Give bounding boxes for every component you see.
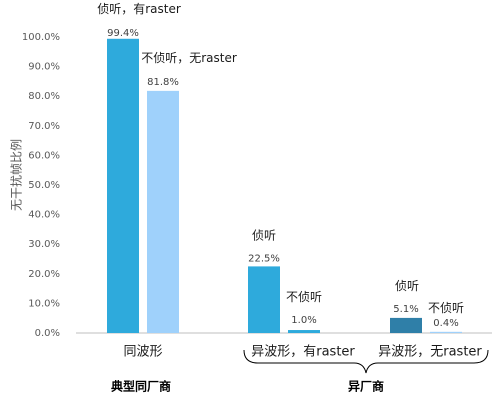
group-label: 异厂商	[348, 379, 384, 394]
bar-annotation: 侦听，有raster	[97, 2, 181, 16]
y-tick-label: 80.0%	[28, 91, 60, 102]
bar	[430, 331, 462, 333]
bar-value-label: 1.0%	[291, 315, 316, 326]
group-brace	[243, 349, 489, 374]
group-labels: 典型同厂商 异厂商	[111, 379, 384, 394]
bar	[107, 38, 139, 333]
bar-annotation: 不侦听	[428, 301, 464, 315]
y-tick-label: 40.0%	[28, 210, 60, 221]
bar-value-label: 99.4%	[107, 28, 139, 39]
y-axis-ticks: 0.0% 10.0% 20.0% 30.0% 40.0% 50.0% 60.0% 70.0% 8…	[22, 32, 60, 339]
bar	[147, 90, 179, 333]
y-tick-label: 60.0%	[28, 150, 60, 161]
category-label: 异波形，有raster	[251, 345, 355, 360]
y-tick-label: 70.0%	[28, 121, 60, 132]
bar-series	[107, 38, 462, 333]
bar-value-label: 22.5%	[248, 253, 280, 264]
y-tick-label: 10.0%	[28, 298, 60, 309]
y-tick-label: 0.0%	[35, 328, 60, 339]
bar-annotation: 不侦听，无raster	[141, 51, 237, 65]
category-label: 同波形	[123, 345, 162, 360]
bar-value-label: 5.1%	[393, 304, 418, 315]
y-axis-title: 无干扰帧比例	[10, 139, 24, 211]
bar-value-label: 0.4%	[433, 318, 458, 329]
bar	[288, 330, 320, 333]
bar	[248, 266, 280, 333]
bar-annotation: 不侦听	[286, 290, 322, 304]
category-label: 异波形，无raster	[378, 345, 482, 360]
y-axis-title-group: 无干扰帧比例	[10, 139, 24, 211]
bar-annotation: 侦听	[252, 228, 276, 242]
y-tick-label: 50.0%	[28, 180, 60, 191]
bar-labels: 99.4% 侦听，有raster 81.8% 不侦听，无raster 22.5% 侦听 1.…	[97, 2, 464, 329]
group-label: 典型同厂商	[111, 379, 171, 394]
y-tick-label: 90.0%	[28, 62, 60, 73]
bar-annotation: 侦听	[395, 279, 419, 293]
category-labels: 同波形 异波形，有raster 异波形，无raster	[123, 345, 482, 360]
y-tick-label: 20.0%	[28, 269, 60, 280]
y-tick-label: 100.0%	[22, 32, 60, 43]
bar-value-label: 81.8%	[147, 77, 179, 88]
bar	[390, 317, 422, 333]
y-tick-label: 30.0%	[28, 239, 60, 250]
